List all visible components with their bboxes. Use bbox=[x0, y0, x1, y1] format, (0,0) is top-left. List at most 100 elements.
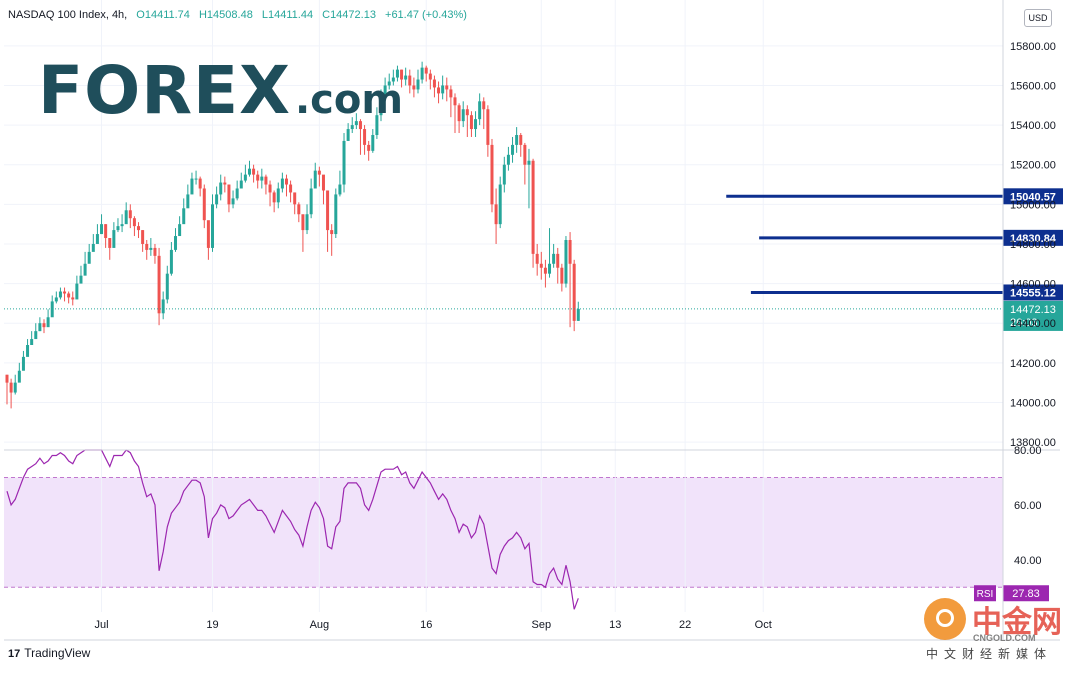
candle[interactable] bbox=[198, 176, 202, 197]
candle[interactable] bbox=[42, 319, 46, 334]
candle[interactable] bbox=[206, 220, 210, 260]
candle[interactable] bbox=[519, 133, 523, 157]
candle[interactable] bbox=[293, 192, 297, 215]
candle[interactable] bbox=[564, 236, 568, 288]
candle[interactable] bbox=[120, 214, 124, 233]
candle[interactable] bbox=[215, 186, 219, 209]
candle[interactable] bbox=[5, 374, 9, 405]
candle[interactable] bbox=[104, 224, 108, 248]
candle[interactable] bbox=[202, 184, 206, 229]
candle[interactable] bbox=[457, 103, 461, 134]
candle[interactable] bbox=[346, 123, 350, 141]
candle[interactable] bbox=[354, 113, 358, 130]
candle[interactable] bbox=[71, 291, 75, 306]
candle[interactable] bbox=[469, 111, 473, 137]
candle[interactable] bbox=[26, 339, 30, 357]
candle[interactable] bbox=[416, 69, 420, 94]
candle[interactable] bbox=[548, 228, 552, 278]
candle[interactable] bbox=[91, 234, 95, 252]
candle[interactable] bbox=[391, 69, 395, 86]
candle[interactable] bbox=[132, 216, 136, 237]
candle[interactable] bbox=[305, 204, 309, 235]
candle[interactable] bbox=[145, 240, 149, 260]
candle[interactable] bbox=[358, 119, 362, 155]
candle[interactable] bbox=[494, 188, 498, 244]
candle[interactable] bbox=[95, 224, 99, 244]
candle[interactable] bbox=[363, 125, 367, 155]
candle[interactable] bbox=[34, 323, 38, 340]
candle[interactable] bbox=[408, 69, 412, 94]
candle[interactable] bbox=[54, 291, 58, 304]
candle[interactable] bbox=[128, 204, 132, 229]
candle[interactable] bbox=[157, 247, 161, 326]
candle[interactable] bbox=[424, 65, 428, 82]
candle[interactable] bbox=[169, 241, 173, 276]
candle[interactable] bbox=[161, 291, 165, 320]
candle[interactable] bbox=[243, 164, 247, 183]
candle[interactable] bbox=[75, 275, 79, 300]
candle[interactable] bbox=[511, 136, 515, 163]
candle[interactable] bbox=[268, 180, 272, 207]
candle[interactable] bbox=[252, 164, 256, 183]
candle[interactable] bbox=[523, 142, 527, 185]
candle[interactable] bbox=[280, 172, 284, 193]
candle[interactable] bbox=[247, 160, 251, 177]
candle[interactable] bbox=[50, 295, 54, 318]
candle[interactable] bbox=[21, 350, 25, 371]
candle[interactable] bbox=[313, 162, 317, 189]
candle[interactable] bbox=[428, 69, 432, 90]
candle[interactable] bbox=[527, 148, 531, 209]
candle[interactable] bbox=[79, 265, 83, 284]
candle[interactable] bbox=[83, 251, 87, 276]
candle[interactable] bbox=[223, 176, 227, 193]
currency-badge[interactable]: USD bbox=[1024, 9, 1052, 27]
candle[interactable] bbox=[178, 216, 182, 237]
candle[interactable] bbox=[231, 190, 235, 209]
candle[interactable] bbox=[13, 374, 17, 395]
candle[interactable] bbox=[272, 190, 276, 213]
candle[interactable] bbox=[375, 107, 379, 139]
candle[interactable] bbox=[289, 180, 293, 203]
candle[interactable] bbox=[445, 77, 449, 102]
candle[interactable] bbox=[141, 230, 145, 252]
candle[interactable] bbox=[116, 218, 120, 233]
candle[interactable] bbox=[301, 214, 305, 252]
candle[interactable] bbox=[264, 174, 268, 195]
candle[interactable] bbox=[560, 263, 564, 292]
candle[interactable] bbox=[371, 129, 375, 153]
candle[interactable] bbox=[572, 259, 576, 332]
candle[interactable] bbox=[350, 117, 354, 134]
candle[interactable] bbox=[190, 172, 194, 195]
candle[interactable] bbox=[149, 238, 153, 256]
candle[interactable] bbox=[297, 202, 301, 223]
candle[interactable] bbox=[137, 222, 141, 239]
candle[interactable] bbox=[239, 172, 243, 189]
candle[interactable] bbox=[17, 362, 21, 383]
candle[interactable] bbox=[465, 105, 469, 137]
candle[interactable] bbox=[124, 202, 128, 225]
candle[interactable] bbox=[58, 287, 62, 300]
candle[interactable] bbox=[326, 190, 330, 252]
candle[interactable] bbox=[227, 184, 231, 213]
candle[interactable] bbox=[506, 146, 510, 171]
candle[interactable] bbox=[552, 243, 556, 268]
candle[interactable] bbox=[309, 178, 313, 219]
candle[interactable] bbox=[474, 111, 478, 137]
candle[interactable] bbox=[330, 224, 334, 256]
candle[interactable] bbox=[461, 101, 465, 128]
candle[interactable] bbox=[556, 247, 560, 284]
candle[interactable] bbox=[321, 174, 325, 205]
candle[interactable] bbox=[543, 259, 547, 288]
candle[interactable] bbox=[284, 174, 288, 197]
candle[interactable] bbox=[404, 67, 408, 86]
candle[interactable] bbox=[38, 317, 42, 332]
candle[interactable] bbox=[502, 156, 506, 193]
candle[interactable] bbox=[108, 238, 112, 260]
candle[interactable] bbox=[490, 138, 494, 213]
candle[interactable] bbox=[276, 182, 280, 209]
candle[interactable] bbox=[379, 89, 383, 122]
candle[interactable] bbox=[568, 232, 572, 328]
candle[interactable] bbox=[383, 77, 387, 98]
candle[interactable] bbox=[539, 251, 543, 280]
candle[interactable] bbox=[420, 61, 424, 84]
